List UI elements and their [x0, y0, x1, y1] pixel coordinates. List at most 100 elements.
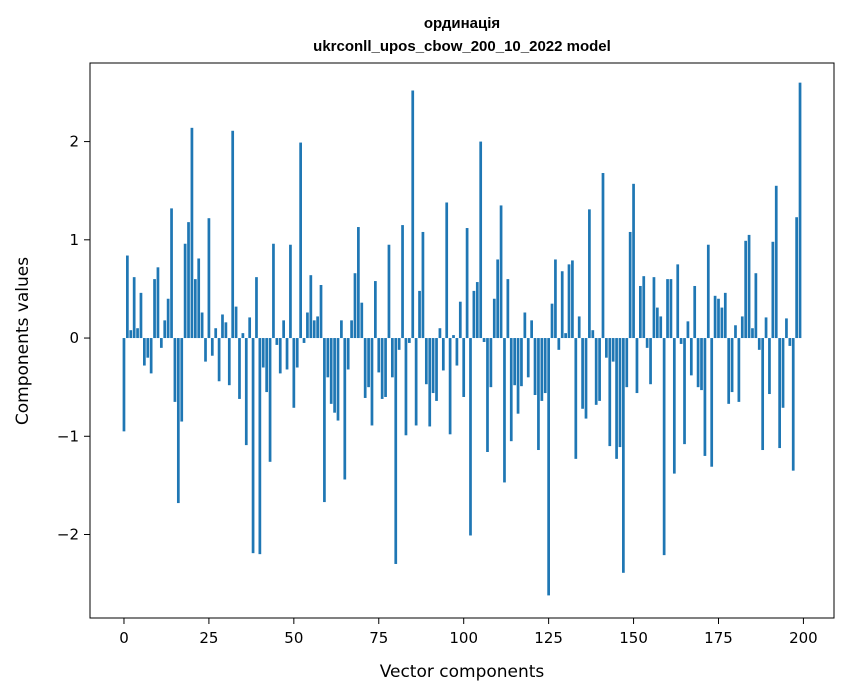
bar [540, 338, 544, 401]
bar [737, 338, 741, 402]
bar [180, 338, 184, 422]
bar [275, 338, 279, 345]
y-tick-label: −2 [57, 526, 79, 544]
bar [581, 338, 584, 409]
bar [771, 241, 775, 339]
bar [173, 338, 177, 402]
bar [788, 338, 792, 346]
bar [234, 306, 238, 339]
bar [227, 338, 231, 386]
bar [625, 338, 629, 388]
bar [506, 279, 510, 339]
bar [401, 225, 404, 339]
bar [720, 307, 724, 339]
bar [452, 335, 455, 339]
bar [686, 321, 690, 339]
bar [323, 338, 326, 503]
bar [693, 285, 697, 339]
bar [591, 330, 595, 339]
bar [516, 338, 520, 414]
bar [632, 183, 635, 339]
bar [255, 277, 258, 339]
bar [407, 338, 411, 343]
bar [292, 338, 296, 408]
bar [312, 320, 316, 339]
bar [717, 298, 720, 339]
bar [431, 338, 435, 394]
bar [261, 338, 265, 368]
bar [689, 338, 693, 376]
bar [190, 127, 194, 339]
bar [588, 209, 591, 339]
bar [554, 259, 557, 339]
bar [268, 338, 272, 462]
bar [768, 338, 771, 395]
bar [639, 285, 642, 339]
bar [754, 273, 758, 339]
bar [210, 338, 214, 356]
bar [496, 259, 500, 339]
bar [740, 316, 744, 339]
bar [703, 338, 707, 456]
y-tick-label: 0 [69, 329, 79, 347]
bar [306, 312, 309, 339]
bar [455, 338, 459, 366]
bar [326, 338, 330, 378]
bar [584, 338, 588, 419]
bar [353, 273, 357, 339]
bar [153, 279, 156, 339]
bar [414, 338, 418, 426]
x-tick-label: 0 [119, 629, 129, 647]
bar [346, 338, 350, 370]
x-axis-label: Vector components [380, 662, 545, 682]
bar [319, 285, 323, 339]
bar [441, 338, 445, 371]
bar [166, 298, 170, 339]
bar [458, 301, 462, 339]
bar [509, 338, 513, 442]
x-tick-label: 25 [199, 629, 218, 647]
bar [132, 277, 136, 339]
bar [571, 260, 574, 339]
bar [156, 267, 160, 339]
bar [129, 330, 133, 339]
bar [448, 338, 452, 435]
bar [676, 264, 680, 339]
bar [333, 338, 336, 413]
bar [357, 227, 360, 339]
bar [387, 244, 391, 339]
bar [533, 338, 537, 396]
bar [486, 338, 489, 452]
bar [224, 322, 228, 339]
bar [710, 338, 714, 467]
bar [360, 302, 364, 339]
bar [557, 338, 561, 350]
bar [411, 90, 415, 339]
bar [611, 338, 615, 362]
bar [370, 338, 374, 426]
bar [608, 338, 612, 447]
bar [170, 208, 173, 339]
bar [214, 328, 218, 339]
bar [672, 338, 676, 474]
bar [543, 338, 547, 394]
bar [272, 243, 275, 339]
bar-series [122, 82, 802, 596]
bar [530, 320, 533, 339]
bar [397, 338, 401, 350]
bar [577, 316, 581, 339]
bar [598, 338, 601, 401]
bar [207, 218, 211, 339]
y-axis-label: Components values [13, 257, 33, 425]
bar [302, 338, 306, 343]
bar [289, 244, 292, 339]
bar [513, 338, 517, 386]
bar [363, 338, 367, 398]
bar [241, 333, 245, 339]
bar [316, 316, 319, 339]
bar [258, 338, 262, 555]
bar [594, 338, 598, 405]
bar [700, 338, 703, 391]
bar [309, 275, 313, 339]
